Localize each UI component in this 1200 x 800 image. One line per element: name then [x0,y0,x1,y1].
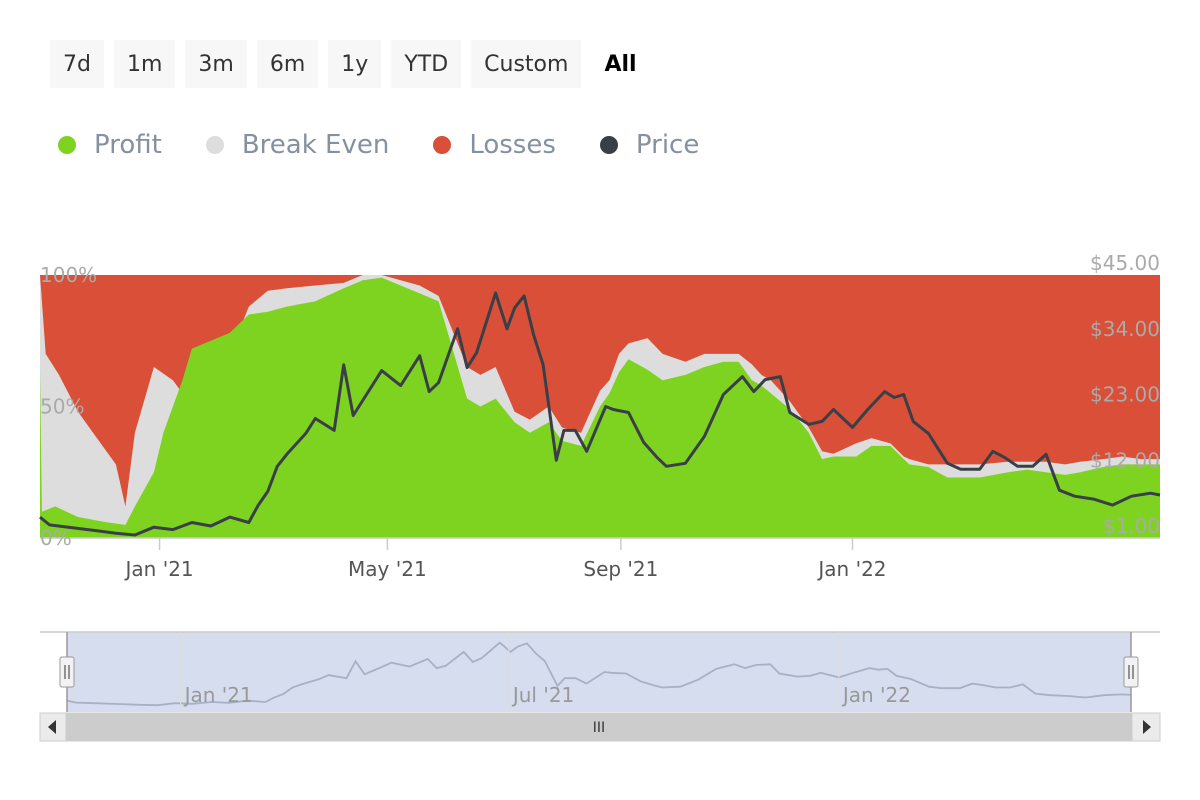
legend-dot-icon [205,136,224,154]
legend-label: Price [635,130,700,160]
chart-legend: Profit Break Even Losses Price [50,130,699,160]
range-button-1y[interactable]: 1y [328,40,382,88]
legend-dot-icon [599,136,618,154]
x-tick-label: Jan '22 [816,557,886,581]
legend-label: Losses [469,130,556,160]
range-button-custom[interactable]: Custom [471,40,582,88]
scroll-right-arrow-icon [1143,720,1151,734]
scrollbar-right-button[interactable] [1131,712,1161,742]
range-button-1m[interactable]: 1m [113,40,176,88]
scrollbar-grip-icon: III [593,720,605,736]
navigator-selected-range[interactable] [67,632,1131,712]
scroll-left-arrow-icon [48,720,56,734]
navigator-left-handle[interactable] [59,632,75,712]
range-selector: 7d 1m 3m 6m 1y YTD Custom All [50,40,650,88]
legend-label: Profit [94,130,162,160]
navigator-handle-grip[interactable] [1123,656,1139,688]
profit-area [40,277,1160,538]
legend-item-profit[interactable]: Profit [50,130,162,160]
x-tick-label: Sep '21 [583,557,658,581]
legend-label: Break Even [241,130,390,160]
legend-dot-icon [433,136,452,154]
navigator-scrollbar[interactable]: III [39,712,1161,742]
navigator-handle-grip[interactable] [59,656,75,688]
navigator-tick-label: Jan '21 [183,683,253,707]
legend-item-price[interactable]: Price [592,130,699,160]
navigator-tick-label: Jul '21 [511,683,574,707]
scrollbar-thumb[interactable] [66,713,1132,741]
navigator-tick-label: Jan '22 [841,683,911,707]
left-axis-label: 50% [40,395,84,419]
right-axis-label: $12.00 [1090,448,1160,472]
right-axis-label: $1.00 [1103,514,1160,538]
range-button-all[interactable]: All [591,40,649,88]
range-button-7d[interactable]: 7d [50,40,104,88]
x-tick-label: May '21 [348,557,427,581]
main-chart: Jan '21 May '21 Sep '21 Jan '22 0% 50% 100% $1.… [39,251,1161,581]
left-axis-label: 100% [40,263,97,287]
price-line [39,291,1161,537]
x-tick-label: Jan '21 [124,557,194,581]
right-axis-label: $23.00 [1090,383,1160,407]
left-axis-label: 0% [40,526,72,550]
legend-item-break-even[interactable]: Break Even [198,130,390,160]
legend-item-losses[interactable]: Losses [425,130,556,160]
navigator[interactable]: Jan '21 Jul '21 Jan '22 III [0,620,1200,745]
range-button-6m[interactable]: 6m [256,40,319,88]
right-axis-label: $45.00 [1090,251,1160,275]
right-axis-label: $34.00 [1090,317,1160,341]
range-button-ytd[interactable]: YTD [391,40,462,88]
range-button-3m[interactable]: 3m [185,40,247,88]
legend-dot-icon [58,136,76,154]
navigator-right-handle[interactable] [1123,632,1139,712]
